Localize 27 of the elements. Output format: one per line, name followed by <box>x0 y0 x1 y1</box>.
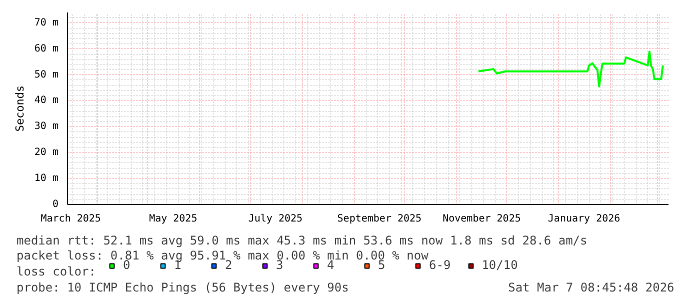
legend-label: 10/10 <box>482 258 518 272</box>
x-tick-label: July 2025 <box>248 214 303 224</box>
y-tick-label: 70 m <box>34 17 59 28</box>
legend-label: 2 <box>225 258 234 272</box>
y-axis-title: Seconds <box>13 85 26 132</box>
x-tick-label: September 2025 <box>337 214 422 224</box>
legend-label: 4 <box>327 258 334 272</box>
y-tick-label: 40 m <box>34 95 59 106</box>
legend-title: loss color: <box>16 264 96 278</box>
legend-label: 6-9 <box>429 258 451 272</box>
legend-label: 5 <box>378 258 386 272</box>
y-tick-label: 50 m <box>34 69 59 80</box>
y-tick-label: 10 m <box>34 173 59 184</box>
legend-label: 3 <box>276 258 284 272</box>
y-tick-label: 20 m <box>34 147 59 158</box>
legend-label: 0 <box>123 258 130 272</box>
y-tick-label: 0 <box>52 199 59 210</box>
x-tick-label: November 2025 <box>442 214 521 224</box>
x-tick-label: January 2026 <box>548 214 620 224</box>
x-tick-label: March 2025 <box>40 214 101 224</box>
text: median rtt: 52.1 ms avg 59.0 ms max 45.3 ms min 53.6 ms now 1.8 ms sd 28.6 am/s <box>16 234 588 248</box>
x-tick-label: May 2025 <box>149 214 198 224</box>
line-series <box>477 50 664 88</box>
text: Sat Mar 7 08:45:48 2026 <box>508 280 674 294</box>
y-tick-label: 30 m <box>34 121 59 132</box>
y-tick-label: 60 m <box>34 43 59 54</box>
text: probe: 10 ICMP Echo Pings (56 Bytes) every 90s <box>16 280 349 294</box>
